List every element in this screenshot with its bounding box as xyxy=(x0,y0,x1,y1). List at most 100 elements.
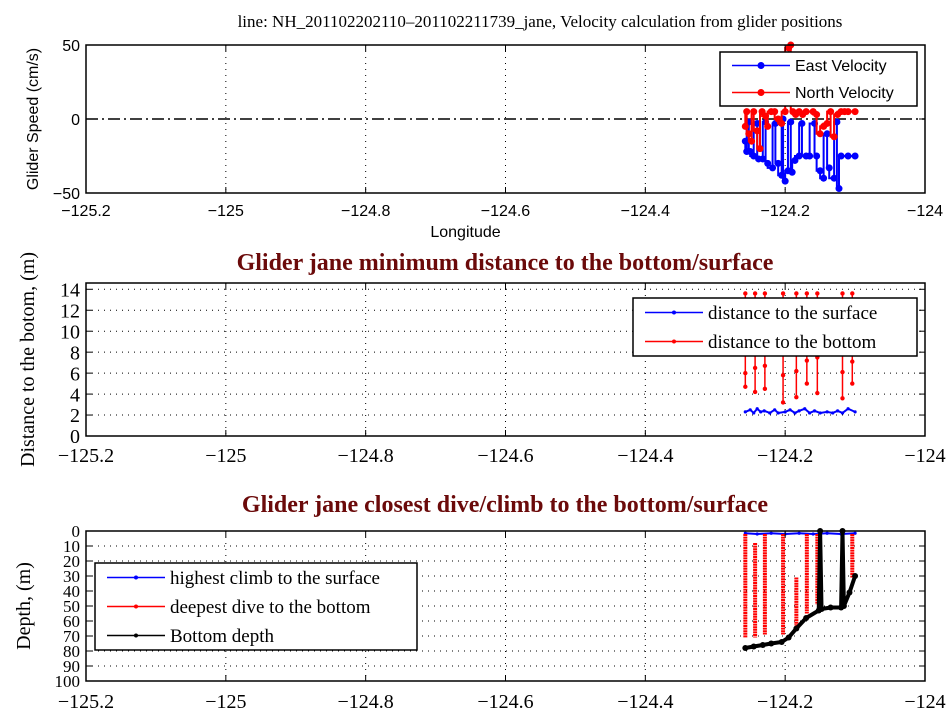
data-point xyxy=(768,640,775,647)
data-point xyxy=(759,155,767,163)
series-deepest-dive-to-the-bottom xyxy=(743,534,855,638)
data-point xyxy=(823,130,831,138)
data-point xyxy=(846,407,850,411)
data-point xyxy=(743,370,748,376)
data-point xyxy=(850,291,855,296)
data-point xyxy=(762,363,768,368)
data-point xyxy=(815,291,820,296)
data-point xyxy=(780,373,786,378)
x-tick-label: −124.4 xyxy=(617,691,673,713)
y-tick-label: 40 xyxy=(63,582,80,601)
data-point xyxy=(794,395,799,400)
legend-marker xyxy=(757,62,765,69)
x-tick-label: −124.4 xyxy=(617,445,673,467)
legend-label: highest climb to the surface xyxy=(170,568,380,589)
data-point xyxy=(778,171,786,179)
data-point xyxy=(759,642,766,648)
x-tick-label: −124.2 xyxy=(757,691,813,713)
legend: East Velocity North Velocity xyxy=(719,51,918,107)
data-point xyxy=(793,625,800,632)
data-point xyxy=(762,409,766,413)
data-point xyxy=(742,645,749,651)
data-point xyxy=(827,604,834,611)
y-tick-label: 50 xyxy=(62,38,80,55)
x-tick-label: −124.8 xyxy=(341,203,390,220)
data-point xyxy=(748,137,756,145)
y-tick-label: 30 xyxy=(63,567,80,586)
data-point xyxy=(764,159,772,167)
data-point xyxy=(769,531,773,535)
y-tick-label: 10 xyxy=(63,537,80,556)
legend-marker xyxy=(672,339,676,344)
data-point xyxy=(837,152,845,160)
data-point xyxy=(778,639,785,645)
subplot-title: line: NH_201102202110–201102211739_jane,… xyxy=(238,12,843,31)
y-tick-label: 0 xyxy=(70,426,80,448)
data-point xyxy=(791,156,799,164)
data-point xyxy=(755,407,759,411)
x-axis-label: Longitude xyxy=(430,224,500,241)
data-point xyxy=(804,291,810,296)
data-point xyxy=(844,152,852,160)
legend-marker xyxy=(134,633,138,638)
data-point xyxy=(827,108,835,116)
x-tick-label: −124 xyxy=(907,203,943,220)
data-point xyxy=(851,152,859,160)
x-tick-label: −124.6 xyxy=(481,203,530,220)
data-point xyxy=(788,168,796,176)
x-tick-label: −124.8 xyxy=(338,445,394,467)
series-distance-to-the-surface xyxy=(743,407,857,415)
data-point xyxy=(794,368,799,374)
subplot-title: Glider jane minimum distance to the bott… xyxy=(237,250,774,276)
data-point xyxy=(752,389,758,395)
y-tick-label: 50 xyxy=(63,597,80,616)
data-point xyxy=(743,410,747,414)
data-point xyxy=(756,145,764,153)
x-tick-label: −124.2 xyxy=(760,203,809,220)
data-point xyxy=(745,130,753,138)
legend-label: North Velocity xyxy=(795,85,894,102)
data-point xyxy=(781,108,789,116)
data-point xyxy=(795,152,803,160)
legend: distance to the surface distance to the b… xyxy=(632,297,918,357)
data-point xyxy=(773,408,777,412)
series-line xyxy=(744,530,857,650)
data-point xyxy=(787,118,795,126)
y-tick-label: 8 xyxy=(70,342,80,364)
data-point xyxy=(797,531,801,535)
legend-box xyxy=(719,51,918,107)
subplot-title: Glider jane closest dive/climb to the bo… xyxy=(242,492,768,518)
data-point xyxy=(813,111,821,119)
legend-marker xyxy=(134,575,138,580)
y-tick-label: 70 xyxy=(63,627,80,646)
data-point xyxy=(781,177,789,185)
data-point xyxy=(788,408,792,412)
data-point xyxy=(818,606,825,612)
legend-marker xyxy=(134,604,138,609)
legend-box xyxy=(632,297,918,357)
data-point xyxy=(806,152,814,160)
y-axis-label: Distance to the botom, (m) xyxy=(17,252,39,467)
data-point xyxy=(802,108,810,116)
y-tick-label: 20 xyxy=(63,552,80,571)
legend-label: Bottom depth xyxy=(170,626,274,647)
data-point xyxy=(780,291,786,296)
legend-label: deepest dive to the bottom xyxy=(170,597,371,618)
data-point xyxy=(771,108,779,116)
data-point xyxy=(804,381,810,386)
data-point xyxy=(840,411,845,415)
data-point xyxy=(811,532,815,536)
y-tick-label: 80 xyxy=(63,642,80,661)
data-point xyxy=(780,400,786,405)
y-tick-label: 100 xyxy=(55,672,81,691)
data-point xyxy=(830,174,838,182)
data-point xyxy=(778,119,786,127)
data-point xyxy=(852,573,859,579)
y-axis-label: Glider Speed (cm/s) xyxy=(25,48,42,190)
data-point xyxy=(752,411,756,415)
data-point xyxy=(748,408,752,412)
x-tick-label: −125.2 xyxy=(58,445,114,467)
data-point xyxy=(840,369,845,375)
data-point xyxy=(768,411,772,415)
x-tick-label: −124.8 xyxy=(338,691,394,713)
